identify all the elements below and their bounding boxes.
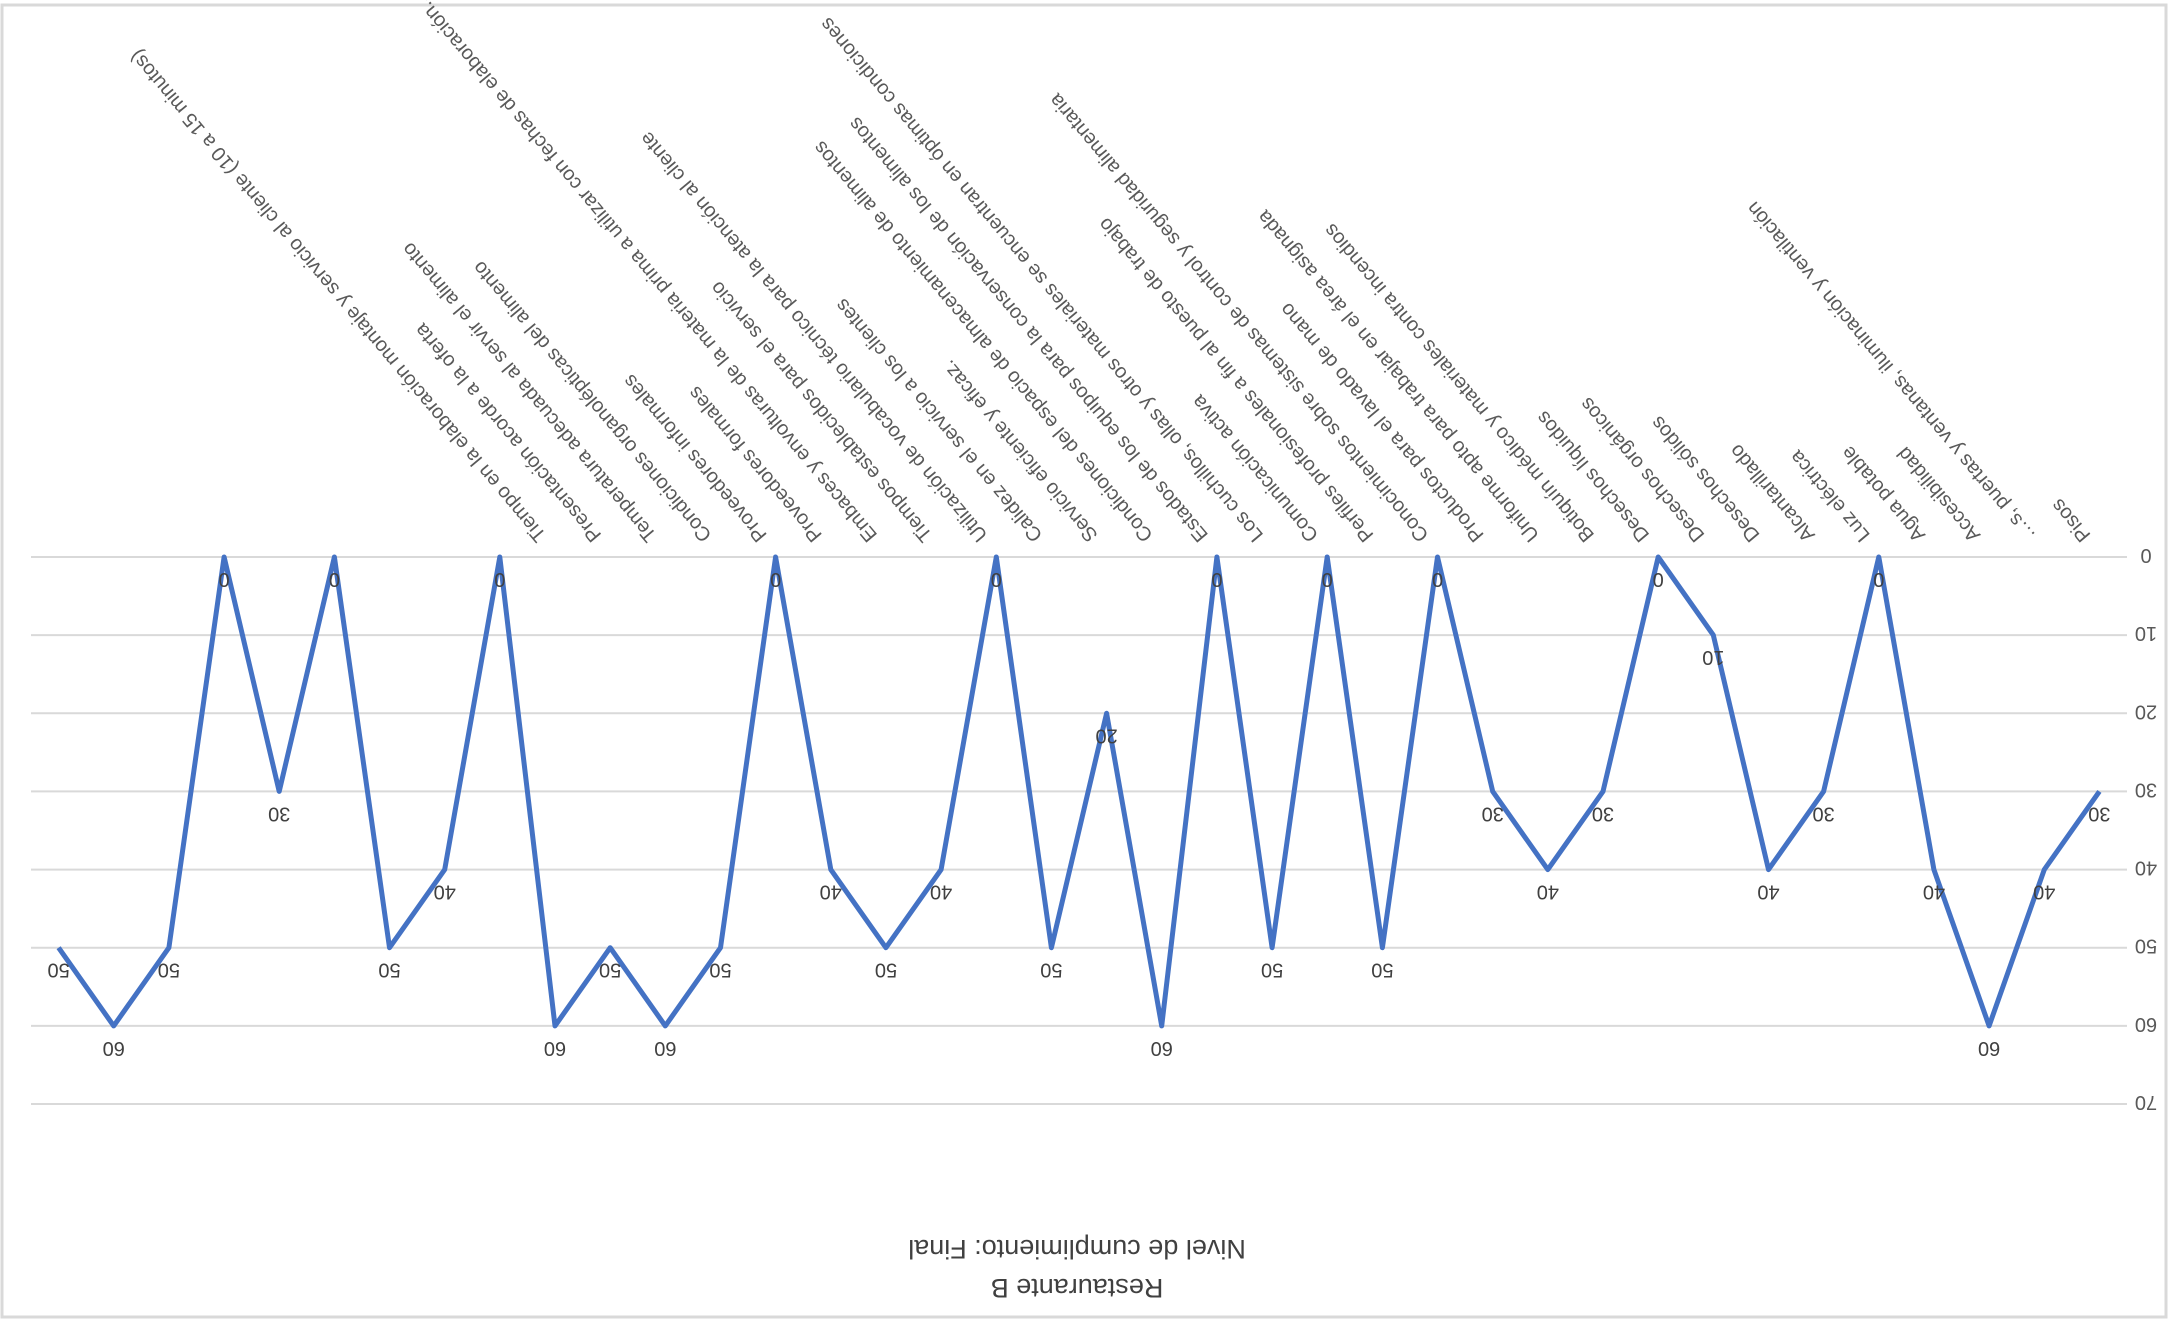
data-label: 50	[1261, 959, 1283, 981]
data-label: 50	[599, 959, 621, 981]
data-label: 0	[329, 568, 340, 590]
data-label: 40	[1923, 881, 1945, 903]
y-axis-tick-labels: 0 10 20 30 40 50 60 70	[2135, 544, 2157, 1113]
gridlines	[31, 556, 2127, 1105]
chart-subtitle: Nivel de cumplimiento: Final	[908, 1234, 1246, 1264]
data-label: 0	[770, 568, 781, 590]
data-label: 0	[991, 568, 1002, 590]
series-line-layer	[56, 554, 2102, 1029]
data-label: 60	[544, 1037, 566, 1059]
y-tick-label: 30	[2135, 778, 2157, 800]
data-label: 50	[709, 959, 731, 981]
data-label: 40	[2033, 881, 2055, 903]
data-label: 40	[930, 881, 952, 903]
data-label: 50	[1371, 959, 1393, 981]
data-label: 30	[1813, 802, 1835, 824]
data-label: 0	[494, 568, 505, 590]
data-label: 30	[268, 802, 290, 824]
data-label: 50	[47, 959, 69, 981]
data-label: 0	[1322, 568, 1333, 590]
data-label: 60	[103, 1037, 125, 1059]
data-labels: 30 40 60 40 0 30 40 10 0 30 40 30 0 50 0 50 0 60 20 50 0 40 50…	[47, 568, 2110, 1059]
y-tick-label: 0	[2140, 544, 2151, 566]
y-tick-label: 40	[2135, 857, 2157, 879]
data-label: 10	[1702, 646, 1724, 668]
chart-border	[0, 3, 2168, 1319]
data-label: 0	[1211, 568, 1222, 590]
y-tick-label: 50	[2135, 935, 2157, 957]
data-label: 40	[820, 881, 842, 903]
data-label: 50	[158, 959, 180, 981]
data-label: 0	[1432, 568, 1443, 590]
data-label: 60	[1151, 1037, 1173, 1059]
data-label: 40	[1757, 881, 1779, 903]
y-tick-label: 20	[2135, 700, 2157, 722]
data-label: 40	[1537, 881, 1559, 903]
series-line	[56, 554, 2102, 1029]
data-label: 60	[654, 1037, 676, 1059]
data-label: 30	[1592, 802, 1614, 824]
data-label: 0	[1873, 568, 1884, 590]
y-tick-label: 10	[2135, 622, 2157, 644]
data-label: 40	[434, 881, 456, 903]
y-tick-label: 70	[2135, 1091, 2157, 1113]
y-tick-label: 60	[2135, 1013, 2157, 1035]
data-label: 60	[1978, 1037, 2000, 1059]
data-label: 50	[1040, 959, 1062, 981]
data-label: 30	[1482, 802, 1504, 824]
data-label: 0	[218, 568, 229, 590]
data-label: 30	[2088, 802, 2110, 824]
data-label: 0	[1653, 568, 1664, 590]
data-label: 50	[378, 959, 400, 981]
data-label: 50	[875, 959, 897, 981]
chart-title: Restaurante B	[991, 1273, 1164, 1303]
data-label: 20	[1095, 724, 1117, 746]
